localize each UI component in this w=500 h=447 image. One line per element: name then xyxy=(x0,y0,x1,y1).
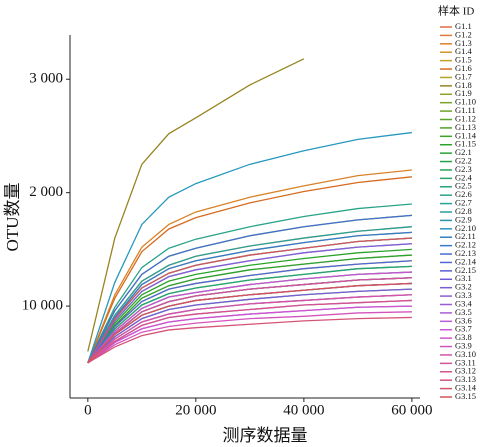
legend-label: G2.12 xyxy=(455,240,476,250)
legend-label: G3.14 xyxy=(455,383,477,393)
legend-label: G3.9 xyxy=(455,340,472,350)
legend-label: G1.13 xyxy=(455,122,476,132)
series-line xyxy=(87,131,412,364)
series-line xyxy=(87,277,412,364)
legend-label: G2.13 xyxy=(455,248,476,258)
legend-label: G3.10 xyxy=(455,349,476,359)
legend-label: G1.5 xyxy=(455,55,472,65)
legend-label: G3.5 xyxy=(455,307,472,317)
series-line xyxy=(87,243,412,364)
legend-label: G1.7 xyxy=(455,71,472,81)
x-tick-label: 40 000 xyxy=(283,402,324,418)
legend-label: G2.6 xyxy=(455,189,472,199)
legend-label: G1.10 xyxy=(455,97,476,107)
legend-label: G2.3 xyxy=(455,164,472,174)
series-line xyxy=(87,254,412,364)
legend-label: G1.1 xyxy=(455,21,472,31)
series-line xyxy=(87,260,412,364)
legend-label: G1.4 xyxy=(455,46,473,56)
legend-label: G2.9 xyxy=(455,214,472,224)
legend-label: G3.12 xyxy=(455,366,476,376)
series-line xyxy=(87,203,412,364)
series-line xyxy=(87,214,412,364)
legend-title: 样本 ID xyxy=(438,4,474,18)
series-line xyxy=(87,176,412,364)
legend-label: G3.4 xyxy=(455,298,473,308)
legend-label: G2.11 xyxy=(455,231,476,241)
legend-label: G2.5 xyxy=(455,181,472,191)
series-line xyxy=(87,58,305,352)
series-line xyxy=(87,316,412,364)
legend-label: G1.6 xyxy=(455,63,472,73)
series-line xyxy=(87,288,412,364)
x-tick-label: 20 000 xyxy=(175,402,216,418)
series-line xyxy=(87,248,412,364)
legend-label: G3.7 xyxy=(455,324,472,334)
legend-label: G2.10 xyxy=(455,223,476,233)
series-line xyxy=(87,169,412,364)
legend-label: G3.15 xyxy=(455,391,476,401)
legend-label: G1.8 xyxy=(455,80,472,90)
legend-label: G1.2 xyxy=(455,29,472,39)
y-tick-label: 10 000 xyxy=(22,298,63,314)
legend-label: G3.1 xyxy=(455,273,472,283)
legend-label: G1.12 xyxy=(455,113,476,123)
legend-label: G2.4 xyxy=(455,172,473,182)
series-line xyxy=(87,299,412,364)
legend-label: G1.14 xyxy=(455,130,477,140)
legend-label: G3.2 xyxy=(455,282,472,292)
y-axis-label: OTU数量 xyxy=(3,183,22,252)
series-line xyxy=(87,265,412,364)
legend-label: G3.6 xyxy=(455,315,472,325)
x-tick-label: 0 xyxy=(84,402,92,418)
y-tick-label: 3 000 xyxy=(29,71,63,87)
series-line xyxy=(87,311,412,364)
x-tick-label: 60 000 xyxy=(391,402,432,418)
series-line xyxy=(87,305,412,364)
legend-label: G2.15 xyxy=(455,265,476,275)
series-line xyxy=(87,231,412,364)
legend-label: G3.3 xyxy=(455,290,472,300)
series-line xyxy=(87,294,412,364)
legend-label: G2.8 xyxy=(455,206,472,216)
series-line xyxy=(87,282,412,364)
series-line xyxy=(87,271,412,364)
legend-label: G2.1 xyxy=(455,147,472,157)
legend-label: G1.11 xyxy=(455,105,476,115)
legend-label: G3.8 xyxy=(455,332,472,342)
x-axis-label: 测序数据量 xyxy=(223,426,308,445)
legend-label: G1.9 xyxy=(455,88,472,98)
legend-label: G2.2 xyxy=(455,155,472,165)
legend-label: G1.15 xyxy=(455,139,476,149)
legend-label: G3.13 xyxy=(455,374,476,384)
legend-label: G3.11 xyxy=(455,357,476,367)
legend-label: G2.14 xyxy=(455,256,477,266)
series-line xyxy=(87,226,412,364)
legend-label: G2.7 xyxy=(455,198,472,208)
series-line xyxy=(87,237,412,364)
legend-label: G1.3 xyxy=(455,38,472,48)
y-tick-label: 2 000 xyxy=(29,184,63,200)
